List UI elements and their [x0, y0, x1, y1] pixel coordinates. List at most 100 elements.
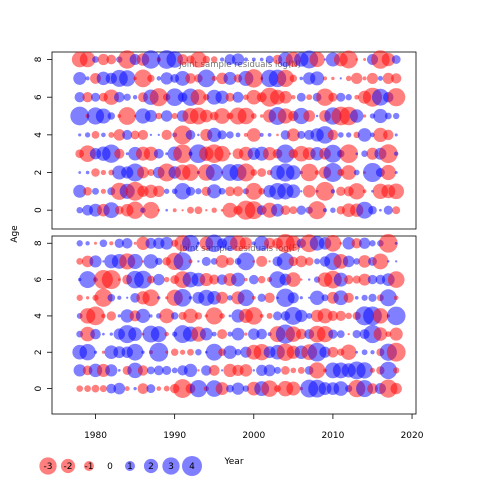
- residual-bubble: [373, 108, 388, 124]
- residual-bubble: [135, 308, 151, 323]
- residual-bubble: [384, 112, 392, 120]
- residual-bubble: [316, 88, 334, 106]
- residual-bubble: [323, 58, 327, 61]
- residual-bubble: [246, 89, 262, 105]
- residual-bubble: [370, 367, 375, 373]
- residual-bubble: [251, 57, 256, 62]
- residual-bubble: [157, 296, 161, 300]
- residual-bubble: [219, 313, 225, 319]
- residual-bubble: [189, 379, 208, 398]
- residual-bubble: [248, 328, 260, 340]
- residual-bubble: [101, 132, 106, 138]
- residual-bubble: [336, 92, 346, 102]
- residual-bubble: [321, 294, 329, 302]
- residual-bubble: [362, 189, 367, 194]
- residual-bubble: [150, 326, 167, 343]
- residual-bubble: [97, 53, 109, 66]
- residual-bubble: [113, 382, 126, 395]
- residual-bubble: [307, 342, 327, 362]
- residual-bubble: [113, 346, 126, 359]
- residual-bubble: [304, 257, 314, 266]
- residual-bubble: [356, 201, 374, 219]
- legend-label: 0: [107, 462, 113, 472]
- residual-bubble: [385, 331, 392, 337]
- residual-bubble: [187, 348, 194, 356]
- residual-bubble: [149, 133, 153, 137]
- residual-bubble: [237, 252, 255, 271]
- residual-bubble: [257, 293, 266, 302]
- residual-bubble: [133, 386, 137, 391]
- residual-bubble: [174, 183, 191, 200]
- residual-bubble: [232, 186, 244, 197]
- residual-bubble: [356, 380, 374, 398]
- residual-bubble: [285, 235, 301, 251]
- residual-bubble: [394, 170, 398, 175]
- residual-bubble: [285, 326, 302, 342]
- residual-bubble: [266, 312, 273, 319]
- residual-bubble: [130, 130, 140, 140]
- residual-bubble: [173, 125, 192, 145]
- residual-bubble: [308, 362, 326, 379]
- residual-bubble: [348, 183, 365, 200]
- residual-bubble: [215, 382, 229, 396]
- residual-bubble: [126, 296, 129, 299]
- legend-label: 3: [168, 462, 174, 472]
- residual-bubble: [354, 295, 359, 300]
- residual-bubble: [285, 272, 301, 287]
- residual-bubble: [84, 132, 91, 138]
- residual-bubble: [99, 385, 107, 393]
- residual-bubble: [136, 236, 150, 250]
- residual-bubble: [330, 189, 336, 194]
- residual-bubble: [103, 202, 120, 219]
- residual-bubble: [117, 295, 122, 300]
- residual-bubble: [390, 382, 402, 395]
- residual-bubble: [345, 75, 352, 82]
- legend-label: -2: [64, 462, 73, 472]
- residual-bubble: [222, 202, 238, 218]
- residual-bubble: [117, 314, 121, 318]
- residual-bubble: [288, 256, 299, 267]
- residual-bubble: [170, 312, 179, 320]
- residual-bubble: [91, 131, 100, 139]
- residual-bubble: [149, 342, 169, 362]
- residual-bubble: [395, 260, 398, 263]
- residual-bubble: [252, 260, 256, 263]
- residual-bubble: [342, 237, 355, 250]
- residual-bubble: [377, 75, 383, 81]
- residual-bubble: [211, 75, 217, 81]
- residual-bubble: [159, 308, 175, 324]
- residual-bubble: [118, 50, 137, 69]
- residual-bubble: [273, 311, 282, 321]
- residual-bubble: [190, 89, 207, 106]
- residual-bubble: [259, 57, 264, 62]
- residual-bubble: [164, 331, 169, 337]
- residual-bubble: [296, 205, 306, 215]
- residual-bubble: [295, 309, 308, 323]
- legend-bubble: [143, 458, 159, 474]
- residual-bubble: [328, 92, 338, 102]
- residual-bubble: [306, 94, 313, 101]
- residual-bubble: [93, 241, 98, 245]
- residual-bubble: [183, 308, 198, 324]
- residual-bubble: [106, 311, 117, 321]
- residual-bubble: [351, 238, 362, 249]
- residual-bubble: [173, 288, 192, 307]
- residual-bubble: [231, 53, 245, 66]
- residual-bubble: [228, 314, 232, 318]
- panel-bottom-bubbles: [72, 233, 406, 399]
- residual-bubble: [79, 271, 97, 289]
- residual-bubble: [372, 308, 389, 324]
- residual-bubble: [353, 258, 360, 265]
- residual-bubble: [113, 129, 126, 141]
- y-tick-label: 6: [34, 94, 44, 100]
- residual-bubble: [239, 364, 253, 377]
- residual-bubble: [199, 109, 213, 123]
- residual-bubble: [190, 51, 207, 68]
- residual-bubble: [315, 114, 319, 118]
- residual-bubble: [297, 130, 306, 139]
- residual-bubble: [286, 184, 301, 199]
- residual-bubble: [358, 255, 371, 268]
- residual-bubble: [211, 207, 217, 213]
- residual-bubble: [160, 236, 174, 250]
